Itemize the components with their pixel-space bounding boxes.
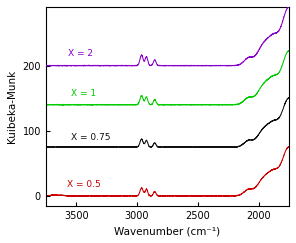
Text: X = 1: X = 1 xyxy=(71,89,96,98)
Text: X = 0.5: X = 0.5 xyxy=(67,180,100,189)
Text: X = 2: X = 2 xyxy=(68,49,93,58)
X-axis label: Wavenumber (cm⁻¹): Wavenumber (cm⁻¹) xyxy=(114,226,221,236)
Text: X = 0.75: X = 0.75 xyxy=(71,133,111,142)
Y-axis label: Kuibeka-Munk: Kuibeka-Munk xyxy=(7,70,17,143)
